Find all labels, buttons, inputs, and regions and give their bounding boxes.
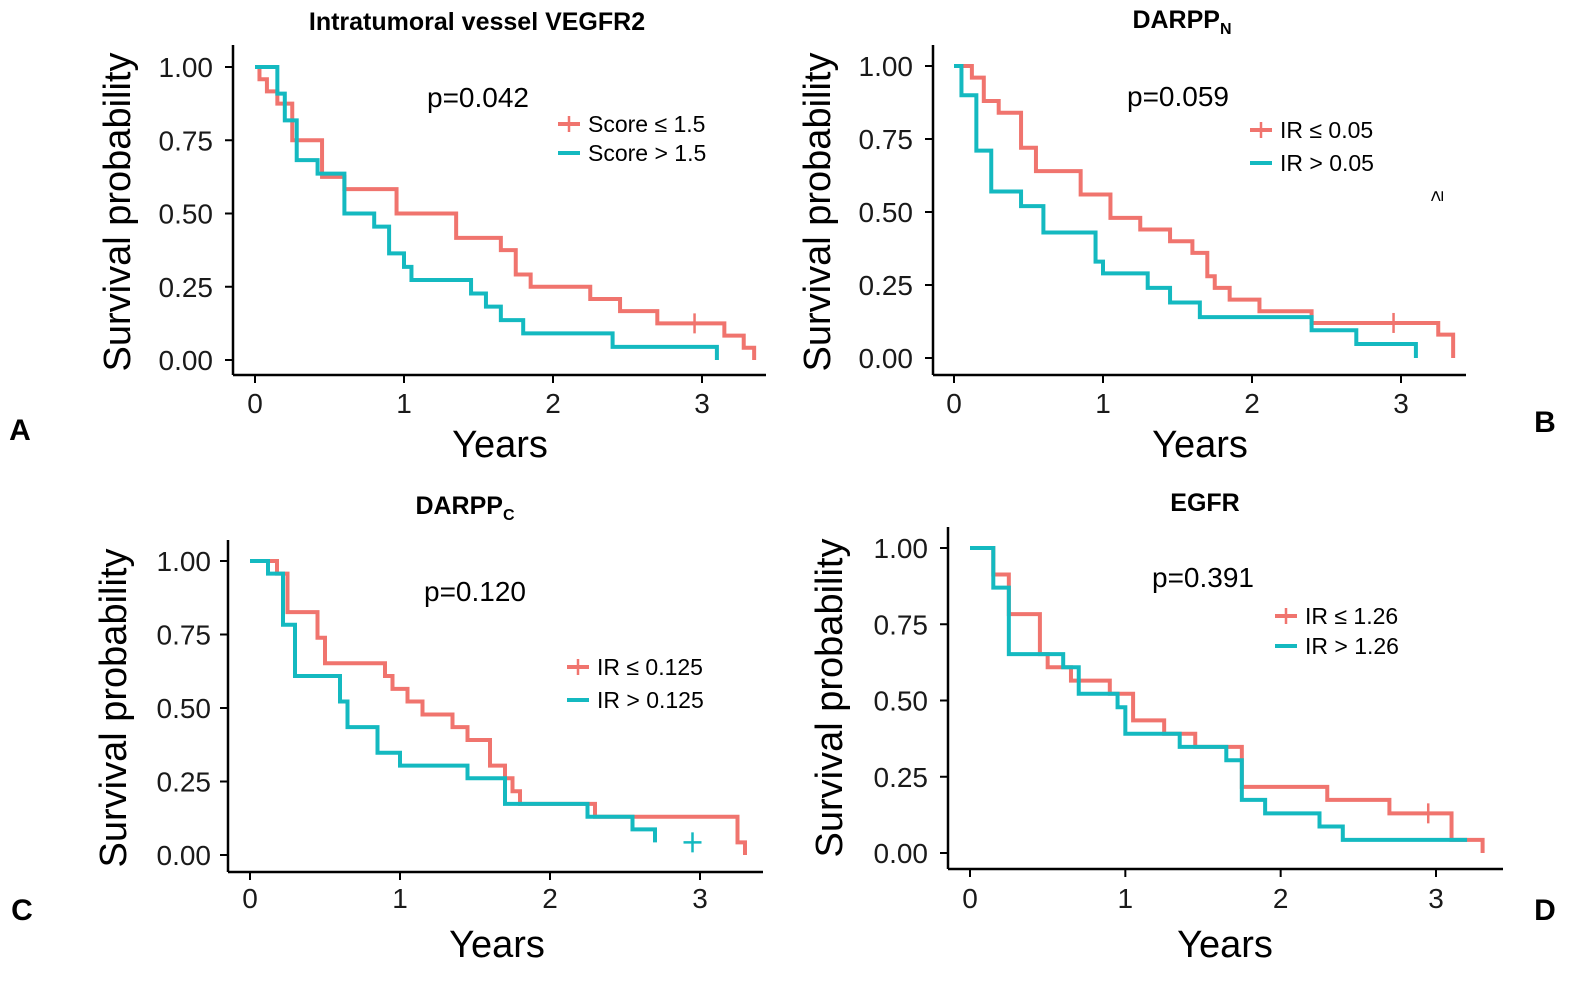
- y-tick-label: 1.00: [159, 52, 214, 83]
- y-tick-label: 1.00: [157, 546, 212, 577]
- x-axis-title: Years: [452, 424, 548, 466]
- y-tick-label: 0.25: [157, 767, 212, 798]
- x-tick-label: 0: [962, 883, 978, 914]
- y-tick-label: 0.75: [874, 609, 929, 640]
- y-tick-label: 0.75: [157, 620, 212, 651]
- x-tick-label: 2: [1244, 388, 1260, 419]
- x-tick-label: 0: [247, 388, 263, 419]
- km-curve-high: [954, 64, 1418, 358]
- x-tick-label: 3: [694, 388, 710, 419]
- x-tick-label: 3: [692, 883, 708, 914]
- x-tick-label: 2: [542, 883, 558, 914]
- km-curve-low: [250, 559, 747, 855]
- y-tick-label: 0.75: [859, 124, 914, 155]
- legend-label: IR ≤ 0.05: [1280, 117, 1373, 143]
- legend-label: Score > 1.5: [588, 140, 706, 166]
- x-axis-title: Years: [1152, 424, 1248, 466]
- y-tick-label: 0.25: [874, 762, 929, 793]
- y-tick-label: 0.50: [859, 197, 914, 228]
- panel-letter: B: [1534, 406, 1556, 439]
- panel-title: DARPPC: [415, 492, 515, 524]
- panel-title: EGFR: [1170, 489, 1239, 517]
- km-curve-low: [954, 64, 1456, 358]
- p-value: p=0.391: [1152, 562, 1254, 593]
- x-tick-label: 1: [396, 388, 412, 419]
- panel-letter: A: [9, 414, 31, 447]
- panel-title: Intratumoral vessel VEGFR2: [309, 8, 645, 36]
- legend-label: IR > 0.125: [597, 687, 704, 713]
- y-tick-label: 0.50: [159, 199, 214, 230]
- x-tick-label: 3: [1428, 883, 1444, 914]
- x-tick-label: 0: [946, 388, 962, 419]
- x-tick-label: 1: [1118, 883, 1134, 914]
- panel-b: DARPPN B 0.00 0.25 0.50 0.75 1.00 0 1 2 3 Years Surv…: [797, 6, 1556, 466]
- title-main: EGFR: [1170, 489, 1239, 517]
- x-tick-label: 3: [1393, 388, 1409, 419]
- y-tick-label: 1.00: [859, 51, 914, 82]
- legend-label: IR ≤ 1.26: [1305, 603, 1398, 629]
- legend-label: IR ≤ 0.125: [597, 654, 703, 680]
- y-axis-title: Survival probability: [97, 53, 139, 372]
- y-axis-title: Survival probability: [797, 53, 839, 372]
- panel-a: Intratumoral vessel VEGFR2 A 0.00 0.25 0.50 0…: [9, 8, 766, 466]
- panel-letter: C: [11, 894, 33, 927]
- y-tick-label: 0.50: [874, 686, 929, 717]
- x-tick-label: 1: [1095, 388, 1111, 419]
- stray-symbol: ≥: [1426, 190, 1448, 201]
- y-tick-label: 0.25: [859, 270, 914, 301]
- km-curve-high: [970, 546, 1468, 842]
- p-value: p=0.059: [1127, 81, 1229, 112]
- y-tick-label: 0.00: [159, 345, 214, 376]
- panel-title: DARPPN: [1132, 6, 1231, 38]
- title-main: DARPP: [1132, 6, 1220, 34]
- title-subscript: C: [503, 507, 515, 524]
- y-tick-label: 0.00: [859, 343, 914, 374]
- x-axis-title: Years: [449, 924, 545, 966]
- y-tick-label: 0.00: [874, 838, 929, 869]
- y-tick-label: 0.75: [159, 125, 214, 156]
- km-curve-high: [255, 65, 719, 360]
- x-tick-label: 1: [392, 883, 408, 914]
- y-axis-title: Survival probability: [93, 549, 135, 868]
- legend-label: IR > 1.26: [1305, 633, 1399, 659]
- panel-letter: D: [1534, 894, 1556, 927]
- p-value: p=0.120: [424, 576, 526, 607]
- x-tick-label: 2: [545, 388, 561, 419]
- x-tick-label: 0: [242, 883, 258, 914]
- km-curve-high: [250, 559, 657, 843]
- y-tick-label: 0.50: [157, 693, 212, 724]
- title-subscript: N: [1220, 21, 1232, 38]
- x-axis-title: Years: [1177, 924, 1273, 966]
- y-axis-title: Survival probability: [809, 539, 851, 858]
- y-tick-label: 0.25: [159, 272, 214, 303]
- x-tick-label: 2: [1273, 883, 1289, 914]
- title-main: DARPP: [415, 492, 503, 520]
- legend-label: Score ≤ 1.5: [588, 111, 705, 137]
- y-tick-label: 0.00: [157, 840, 212, 871]
- title-main: Intratumoral vessel VEGFR2: [309, 8, 645, 36]
- km-curve-low: [970, 546, 1485, 853]
- panel-d: EGFR D 0.00 0.25 0.50 0.75 1.00 0 1 2 3 Years Surviv…: [809, 489, 1556, 966]
- legend-label: IR > 0.05: [1280, 150, 1374, 176]
- y-tick-label: 1.00: [874, 533, 929, 564]
- p-value: p=0.042: [427, 82, 529, 113]
